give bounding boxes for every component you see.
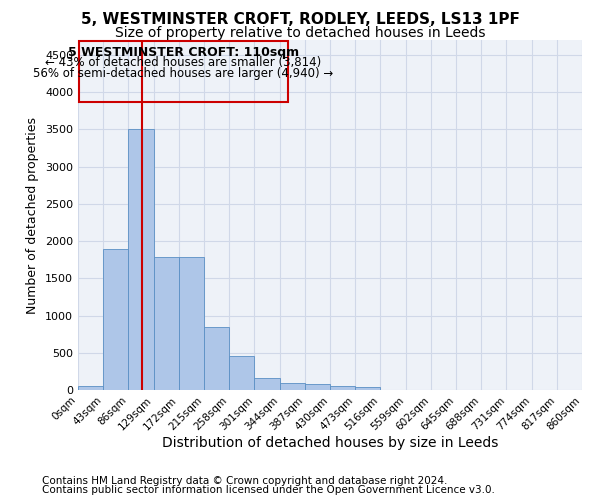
Text: Contains HM Land Registry data © Crown copyright and database right 2024.: Contains HM Land Registry data © Crown c… (42, 476, 448, 486)
Bar (103, 248, 128, 390)
Bar (280, 382, 305, 390)
Bar (204, 326, 229, 390)
Bar (79, 42, 288, 102)
Bar (254, 378, 280, 390)
Bar (179, 258, 204, 390)
Text: Size of property relative to detached houses in Leeds: Size of property relative to detached ho… (115, 26, 485, 40)
Bar (305, 384, 330, 390)
Y-axis label: Number of detached properties: Number of detached properties (26, 116, 40, 314)
Bar (128, 130, 154, 390)
Bar (78, 386, 103, 390)
Bar (330, 386, 355, 390)
Text: 56% of semi-detached houses are larger (4,940) →: 56% of semi-detached houses are larger (… (33, 67, 334, 80)
Bar (154, 258, 179, 390)
Text: 5 WESTMINSTER CROFT: 110sqm: 5 WESTMINSTER CROFT: 110sqm (68, 46, 299, 59)
Bar (355, 387, 380, 390)
Text: 5, WESTMINSTER CROFT, RODLEY, LEEDS, LS13 1PF: 5, WESTMINSTER CROFT, RODLEY, LEEDS, LS1… (80, 12, 520, 28)
Text: Distribution of detached houses by size in Leeds: Distribution of detached houses by size … (162, 436, 498, 450)
Text: Contains public sector information licensed under the Open Government Licence v3: Contains public sector information licen… (42, 485, 495, 495)
Bar (229, 356, 254, 390)
Text: ← 43% of detached houses are smaller (3,814): ← 43% of detached houses are smaller (3,… (45, 56, 322, 70)
